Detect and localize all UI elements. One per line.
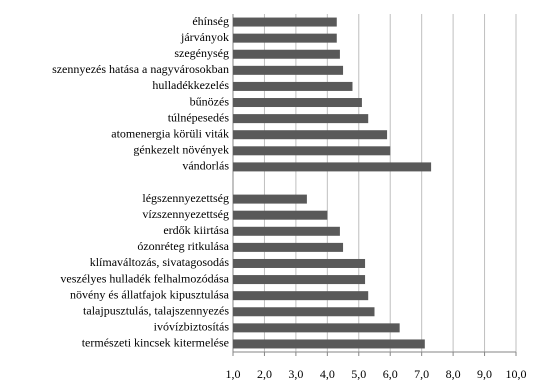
y-tick-label: erdők kiirtása xyxy=(163,223,229,237)
bar xyxy=(233,65,344,75)
y-tick-label: klímaváltozás, sivatagosodás xyxy=(90,255,230,269)
bar xyxy=(233,130,388,140)
bar xyxy=(233,210,328,220)
y-tick-label: veszélyes hulladék felhalmozódása xyxy=(60,271,229,285)
y-tick-label: éhínség xyxy=(192,14,229,28)
bar xyxy=(233,307,375,317)
y-tick-label: talajpusztulás, talajszennyezés xyxy=(83,304,229,318)
bar xyxy=(233,194,307,204)
x-tick-label: 5,0 xyxy=(351,367,366,381)
y-tick-label: atomenergia körüli viták xyxy=(111,126,229,140)
y-tick-label: túlnépesedés xyxy=(168,110,230,124)
x-tick-label: 1,0 xyxy=(226,367,241,381)
y-tick-label: ivóvízbiztosítás xyxy=(154,320,230,334)
bar xyxy=(233,146,391,156)
bar xyxy=(233,226,340,236)
y-tick-label: szennyezés hatása a nagyvárosokban xyxy=(52,62,229,76)
bar xyxy=(233,17,337,27)
bar xyxy=(233,291,369,301)
y-tick-label: szegénység xyxy=(174,46,229,60)
y-tick-label: természeti kincsek kitermelése xyxy=(82,336,229,350)
bar xyxy=(233,49,340,59)
bar xyxy=(233,275,366,285)
x-tick-label: 10,0 xyxy=(506,367,527,381)
y-tick-label: légszennyezettség xyxy=(142,191,229,205)
x-tick-label: 2,0 xyxy=(257,367,272,381)
y-tick-label: génkezelt növények xyxy=(133,143,229,157)
y-tick-label: járványok xyxy=(180,30,229,44)
y-tick-label: növény és állatfajok kipusztulása xyxy=(70,287,230,301)
x-tick-label: 9,0 xyxy=(477,367,492,381)
bar xyxy=(233,33,337,43)
bar xyxy=(233,98,362,108)
y-tick-label: bűnözés xyxy=(190,94,230,108)
y-tick-label: vízszennyezettség xyxy=(142,207,229,221)
bar xyxy=(233,114,369,124)
x-tick-label: 8,0 xyxy=(446,367,461,381)
bar xyxy=(233,81,353,91)
y-tick-label: vándorlás xyxy=(182,159,229,173)
x-tick-label: 6,0 xyxy=(383,367,398,381)
x-tick-label: 3,0 xyxy=(288,367,303,381)
bar xyxy=(233,339,425,349)
bar xyxy=(233,258,366,268)
y-tick-label: ózonréteg ritkulása xyxy=(137,239,229,253)
x-tick-label: 4,0 xyxy=(320,367,335,381)
bar xyxy=(233,323,400,333)
bar xyxy=(233,162,432,172)
y-tick-label: hulladékkezelés xyxy=(152,78,229,92)
bar xyxy=(233,242,344,252)
x-tick-label: 7,0 xyxy=(414,367,429,381)
